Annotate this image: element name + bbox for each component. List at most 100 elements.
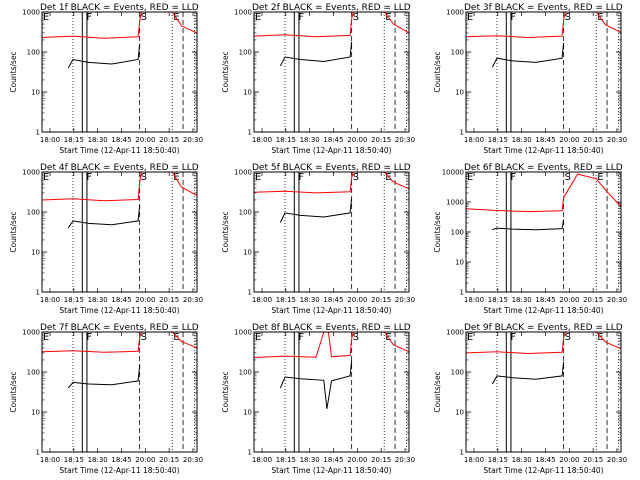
x-tick-label: 18:45	[535, 136, 555, 144]
x-tick-label: 18:00	[464, 296, 484, 304]
y-tick-label: 1000	[22, 169, 40, 177]
panel-det-9: Det 9f BLACK = Events, RED = LLD Counts/s…	[433, 323, 627, 475]
y-tick-label: 100	[239, 369, 252, 377]
event-label: E	[255, 332, 261, 343]
lld-series-line	[253, 11, 410, 38]
x-axis-label: Start Time (12-Apr-11 18:50:40)	[483, 146, 603, 155]
x-tick-label: 20:15	[583, 136, 603, 144]
x-tick-label: 18:30	[300, 136, 320, 144]
y-tick-label: 1000	[22, 329, 40, 337]
panel-det-7: Det 7f BLACK = Events, RED = LLD Counts/s…	[9, 323, 203, 475]
y-tick-label: 1000	[446, 9, 464, 17]
lld-series-line	[253, 331, 410, 358]
panel-title: Det 7f BLACK = Events, RED = LLD	[40, 323, 199, 333]
y-tick-label: 100	[27, 49, 40, 57]
plot-frame	[253, 171, 410, 293]
panel-det-8: Det 8f BLACK = Events, RED = LLD Counts/s…	[221, 323, 415, 475]
x-tick-label: 18:30	[88, 136, 108, 144]
x-tick-label: 20:00	[347, 456, 367, 464]
x-tick-label: 18:45	[111, 456, 131, 464]
event-label: E	[597, 332, 603, 343]
y-tick-label: 100	[451, 49, 464, 57]
events-series-line	[491, 42, 565, 68]
x-tick-label: 18:00	[40, 136, 60, 144]
x-axis-label: Start Time (12-Apr-11 18:50:40)	[59, 306, 179, 315]
x-tick-label: 18:15	[276, 456, 296, 464]
event-label: E	[597, 172, 603, 183]
panel-det-4: Det 4f BLACK = Events, RED = LLD Counts/s…	[9, 163, 203, 315]
x-tick-label: 18:15	[488, 456, 508, 464]
x-tick-label: 18:00	[40, 456, 60, 464]
panel-title: Det 8f BLACK = Events, RED = LLD	[252, 323, 411, 333]
event-label: S	[141, 332, 147, 343]
y-tick-label: 100	[239, 209, 252, 217]
x-axis-label: Start Time (12-Apr-11 18:50:40)	[483, 306, 603, 315]
event-label: E	[467, 172, 473, 183]
x-tick-label: 20:00	[347, 296, 367, 304]
event-label: F	[298, 172, 304, 183]
event-label: S	[141, 172, 147, 183]
x-tick-label: 18:15	[488, 136, 508, 144]
y-tick-label: 100	[451, 229, 464, 237]
event-label: F	[86, 12, 92, 23]
plot-frame	[253, 11, 410, 133]
x-tick-label: 20:15	[583, 456, 603, 464]
plot-frame	[465, 171, 622, 293]
x-tick-label: 18:30	[512, 296, 532, 304]
x-tick-label: 20:15	[371, 136, 391, 144]
x-tick-label: 18:00	[252, 136, 272, 144]
event-label: S	[565, 12, 571, 23]
events-series-line	[67, 204, 141, 229]
panel-det-3: Det 3f BLACK = Events, RED = LLD Counts/s…	[433, 3, 627, 155]
x-tick-label: 20:00	[559, 456, 579, 464]
events-series-line	[67, 43, 141, 69]
x-tick-label: 18:00	[464, 456, 484, 464]
y-tick-label: 100	[451, 369, 464, 377]
y-axis-label: Counts/sec	[9, 211, 18, 252]
event-label: E	[43, 332, 49, 343]
event-label: S	[565, 332, 571, 343]
panel-title: Det 5f BLACK = Events, RED = LLD	[252, 163, 411, 173]
lld-series-line	[41, 171, 198, 202]
x-axis-label: Start Time (12-Apr-11 18:50:40)	[59, 466, 179, 475]
x-axis-label: Start Time (12-Apr-11 18:50:40)	[271, 306, 391, 315]
x-tick-label: 18:45	[111, 136, 131, 144]
y-axis-label: Counts/sec	[9, 371, 18, 412]
x-tick-label: 20:30	[607, 136, 627, 144]
x-tick-label: 20:00	[559, 136, 579, 144]
x-tick-label: 20:30	[183, 296, 203, 304]
y-tick-label: 10000	[442, 169, 464, 177]
y-tick-label: 10	[31, 89, 40, 97]
y-axis-label: Counts/sec	[9, 51, 18, 92]
y-tick-label: 1	[248, 129, 252, 137]
y-tick-label: 1	[36, 129, 40, 137]
event-label: S	[141, 12, 147, 23]
x-tick-label: 20:30	[395, 456, 415, 464]
event-label: F	[298, 12, 304, 23]
event-label: E	[173, 172, 179, 183]
x-tick-label: 18:00	[252, 456, 272, 464]
y-tick-label: 1000	[22, 9, 40, 17]
y-tick-label: 10	[31, 249, 40, 257]
x-tick-label: 20:15	[159, 456, 179, 464]
y-tick-label: 1000	[446, 199, 464, 207]
events-series-line	[491, 361, 565, 385]
x-tick-label: 18:15	[488, 296, 508, 304]
x-axis-label: Start Time (12-Apr-11 18:50:40)	[271, 146, 391, 155]
x-tick-label: 18:30	[300, 456, 320, 464]
y-tick-label: 1000	[234, 329, 252, 337]
panel-title: Det 4f BLACK = Events, RED = LLD	[40, 163, 199, 173]
x-tick-label: 18:45	[111, 296, 131, 304]
y-axis-label: Counts/sec	[221, 211, 230, 252]
y-tick-label: 1000	[234, 9, 252, 17]
y-tick-label: 10	[243, 89, 252, 97]
event-label: E	[255, 172, 261, 183]
lld-series-line	[41, 331, 198, 353]
event-label: E	[467, 332, 473, 343]
y-tick-label: 100	[27, 209, 40, 217]
event-label: F	[510, 12, 516, 23]
y-tick-label: 10	[243, 249, 252, 257]
plot-frame	[465, 331, 622, 453]
event-label: F	[510, 172, 516, 183]
